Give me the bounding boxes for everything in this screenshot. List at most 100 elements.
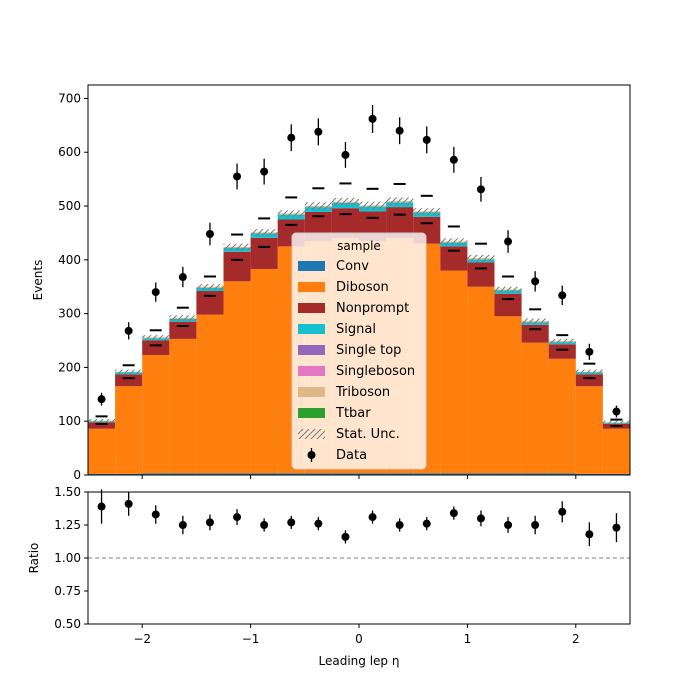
data-point [531,277,540,286]
ratio-panel: 0.50 0.75 1.00 1.25 1.50 −2 −1 0 1 2 [54,485,631,646]
bar-segment [467,473,495,475]
bar-segment [331,473,359,475]
ratio-y-tick-label: 1.50 [54,485,81,499]
legend-label: Data [336,448,367,463]
legend-swatch [298,366,325,376]
series-data [97,104,621,418]
legend-label: Singleboson [336,364,415,379]
data-point [233,172,242,181]
legend-label: Ttbar [335,406,371,421]
bar-segment [575,473,603,475]
bar-segment [250,237,278,269]
ratio-y-tick-label: 1.25 [54,518,81,532]
ratio-point [124,499,133,508]
data-point [368,114,377,123]
ratio-y-tick-label: 0.75 [54,584,81,598]
ratio-point [531,521,540,529]
bar-segment [521,324,549,343]
bar-segment [494,316,522,474]
bar-segment [250,473,278,475]
bar-segment [196,473,224,475]
ratio-point [612,523,621,532]
ratio-point [476,514,485,523]
data-point [151,288,160,297]
bar-segment [88,473,116,475]
bar-segment [413,212,441,217]
ratio-point [449,509,458,518]
legend-box [291,232,427,470]
unc-hatch [115,369,143,374]
unc-hatch [467,254,495,262]
unc-hatch [413,208,441,215]
bar-segment [440,473,468,475]
bar-segment [413,473,441,475]
unc-hatch [304,202,332,210]
y-tick-label: 500 [58,199,81,213]
data-point [504,237,513,246]
bar-segment [359,473,387,475]
bar-segment [115,374,143,387]
data-point [314,127,323,136]
data-point [395,126,404,135]
bar-segment [467,286,495,474]
x-tick-label: 2 [572,632,580,646]
y-tick-label: 100 [58,414,81,428]
data-point [205,230,214,239]
x-tick-label: 0 [355,632,363,646]
ratio-plot-frame [87,491,631,625]
bar-segment [304,473,332,475]
legend-label: Single top [336,343,401,358]
unc-hatch [386,197,414,205]
bar-segment [250,233,278,238]
bar-segment [196,291,224,315]
unc-hatch [575,369,603,374]
bar-segment [548,342,576,345]
unc-hatch [142,335,170,340]
ratio-point [368,513,377,522]
legend-swatch [298,387,325,397]
x-tick-label: −1 [242,632,260,646]
bar-segment [142,473,170,475]
bar-segment [223,281,251,474]
data-point [97,395,106,404]
data-point [341,150,350,159]
unc-hatch [250,229,278,236]
legend-label: Conv [336,259,369,274]
unc-hatch [277,210,305,217]
unc-hatch [494,286,522,293]
bar-segment [250,268,278,474]
bar-segment [223,473,251,475]
legend-swatch [298,408,325,418]
ratio-point [585,530,594,539]
legend-swatch [298,282,325,292]
bar-segment [494,473,522,475]
bar-segment [115,386,143,474]
bar-segment [142,340,170,356]
legend-swatch [298,303,325,313]
unc-hatch [440,238,468,245]
bar-segment [88,428,116,474]
bar-segment [548,358,576,474]
bar-segment [602,428,630,474]
data-point [422,135,431,144]
ratio-point [314,519,323,528]
bar-segment [196,314,224,474]
bar-segment [521,473,549,475]
bar-segment [575,386,603,474]
ratio-point [287,518,296,527]
y-tick-label: 300 [58,307,81,321]
bar-segment [494,293,522,317]
legend-title: sample [337,239,381,253]
legend-data-marker [307,451,316,459]
data-point [287,133,296,142]
y-tick-label: 400 [58,253,81,267]
unc-hatch [521,318,549,324]
bar-segment [277,214,305,220]
bar-segment [169,321,197,339]
bar-segment [521,342,549,474]
stat-unc-band [88,197,630,424]
series-conv [88,473,630,475]
bar-segment [169,338,197,474]
unc-hatch [359,201,387,210]
